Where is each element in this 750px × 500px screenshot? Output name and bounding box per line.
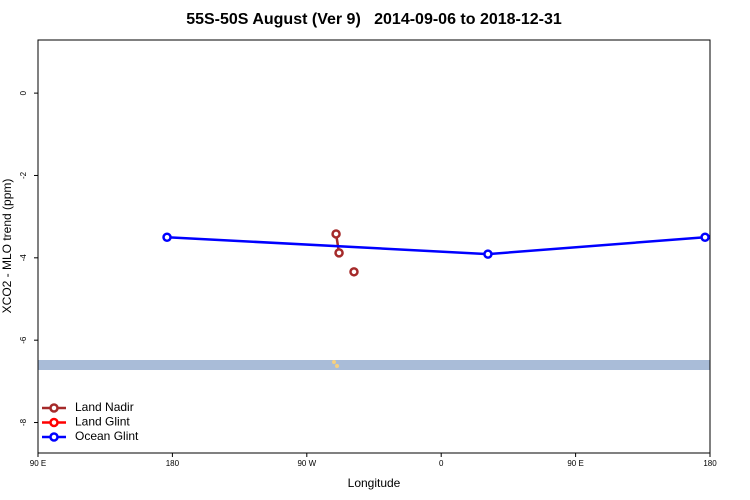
y-tick-label: -8 [19, 418, 28, 426]
y-axis-label: XCO2 - MLO trend (ppm) [0, 179, 14, 314]
legend-label: Land Nadir [75, 400, 134, 414]
point [331, 229, 341, 239]
point [349, 267, 359, 277]
map-dot [335, 364, 339, 368]
legend-label: Ocean Glint [75, 429, 139, 443]
point [162, 232, 172, 242]
x-tick-label: 0 [439, 459, 444, 468]
legend-marker [49, 417, 59, 428]
x-tick-label: 180 [166, 459, 180, 468]
map-dot [332, 360, 336, 364]
point [483, 249, 493, 259]
legend-label: Land Glint [75, 415, 130, 429]
plot-frame [37, 39, 711, 454]
y-tick-label: 0 [19, 90, 28, 95]
point [334, 248, 344, 258]
y-tick-label: -6 [19, 336, 28, 344]
chart-title: 55S-50S August (Ver 9) 2014-09-06 to 201… [186, 11, 562, 28]
map-band [38, 360, 710, 370]
x-tick-label: 90 W [297, 459, 316, 468]
point [700, 232, 710, 242]
y-tick-label: -4 [19, 254, 28, 262]
x-tick-label: 90 E [30, 459, 46, 468]
x-tick-label: 180 [703, 459, 717, 468]
series-line [166, 235, 706, 256]
legend-marker [49, 403, 59, 413]
legend-marker [49, 432, 59, 442]
x-tick-label: 90 E [567, 459, 583, 468]
x-axis-label: Longitude [348, 476, 401, 490]
y-tick-label: -2 [19, 171, 28, 179]
